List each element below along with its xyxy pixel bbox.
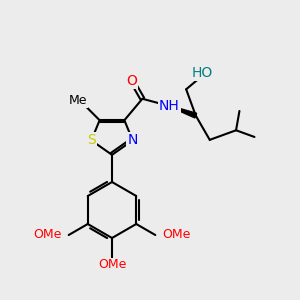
- Text: N: N: [128, 134, 138, 147]
- Text: NH: NH: [159, 99, 180, 113]
- Polygon shape: [169, 106, 196, 118]
- Text: OMe: OMe: [33, 229, 62, 242]
- Text: OMe: OMe: [98, 259, 126, 272]
- Text: HO: HO: [192, 66, 213, 80]
- Text: OMe: OMe: [162, 229, 191, 242]
- Text: O: O: [126, 74, 137, 88]
- Text: S: S: [87, 134, 96, 147]
- Text: Me: Me: [69, 94, 87, 107]
